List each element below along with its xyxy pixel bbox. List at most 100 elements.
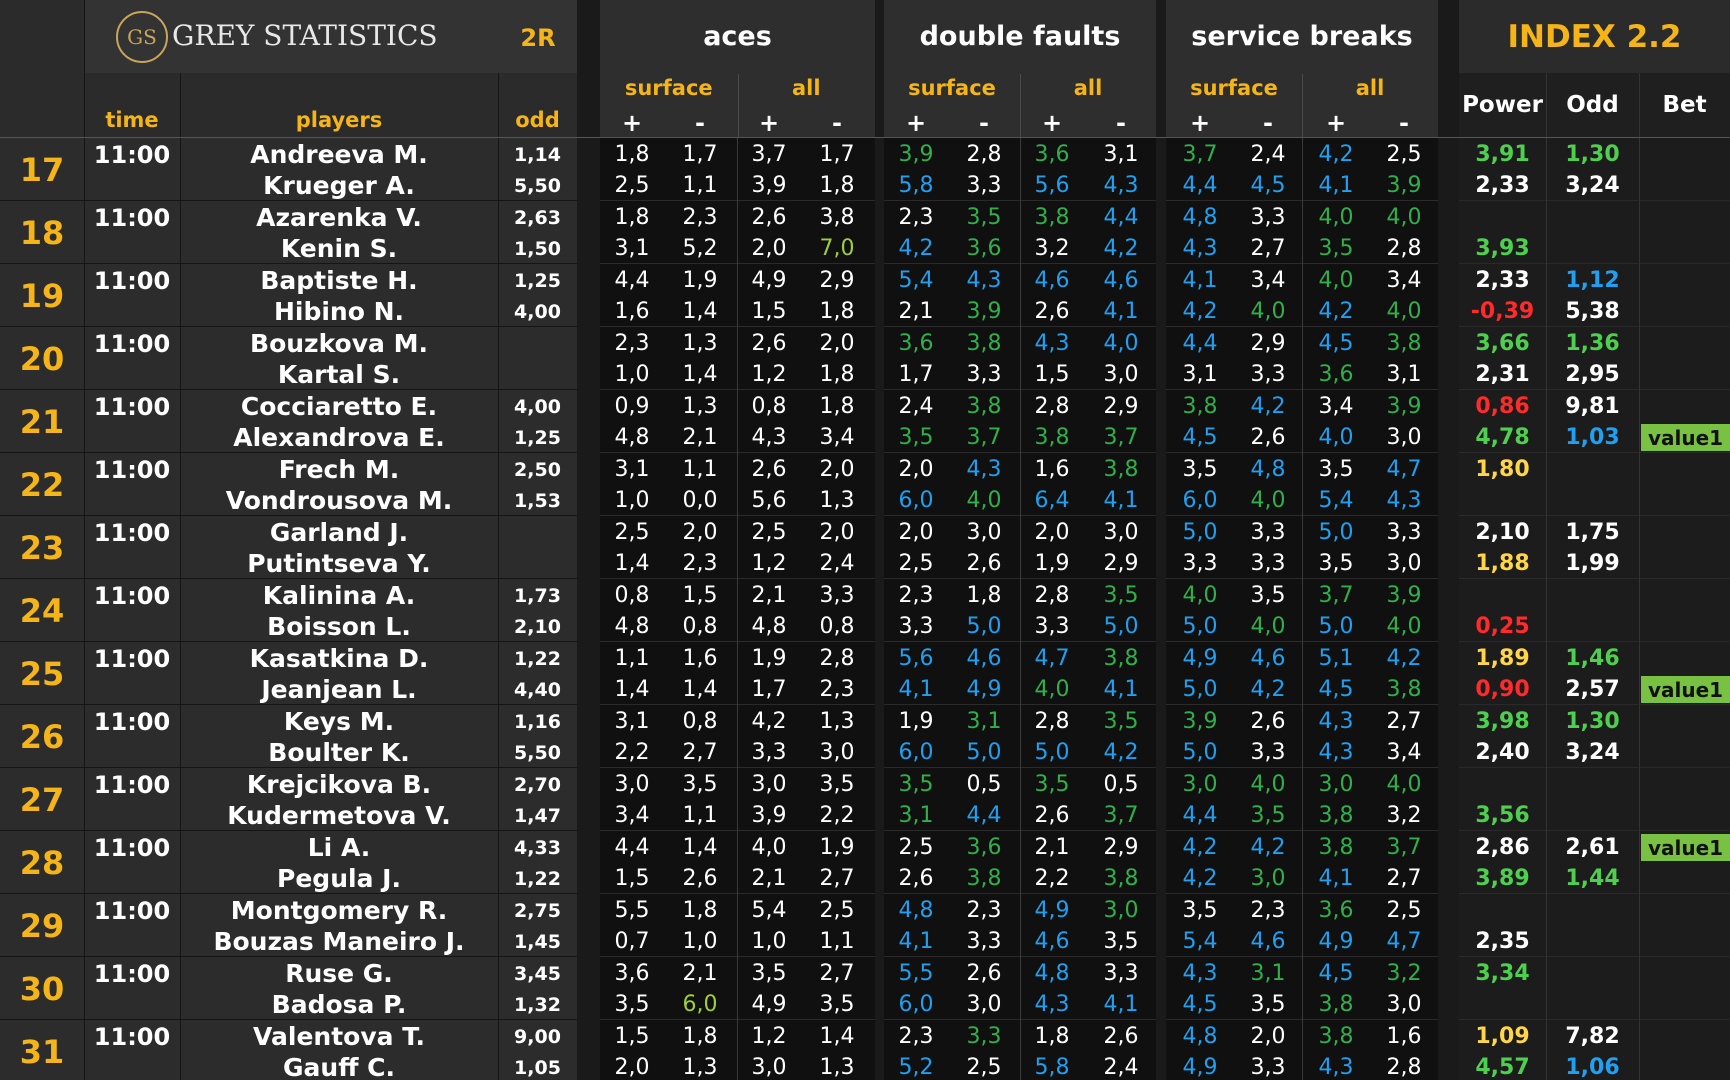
stat-value: 1,8 [682,898,718,923]
stat-value: 3,7 [1103,803,1139,828]
match-num-cell [0,264,84,327]
bet-badge: value1 [1641,424,1730,451]
power-value: 3,89 [1475,866,1530,891]
stat-value: 5,2 [898,1055,934,1080]
stat-value: 1,7 [819,142,855,167]
stat-value: 2,7 [1386,709,1422,734]
stat-value: 3,0 [966,992,1002,1017]
player-name: Keys M. [283,707,395,736]
stat-value: 2,0 [1034,520,1070,545]
stat-value: 2,6 [1103,1024,1139,1049]
stat-value: 4,3 [1034,992,1070,1017]
minus-col-header: - [1399,109,1409,137]
stat-value: 5,0 [966,740,1002,765]
stat-value: 2,6 [751,331,787,356]
power-value: 2,33 [1475,268,1530,293]
stat-value: 3,1 [1386,362,1422,387]
match-number: 18 [19,213,65,252]
stat-value: 3,9 [898,142,934,167]
stat-value: 4,2 [898,236,934,261]
stat-value: 2,0 [819,520,855,545]
stat-value: 4,5 [1182,992,1218,1017]
stat-value: 7,0 [819,236,855,261]
col-divider [180,768,181,831]
stat-value: 4,0 [1103,331,1139,356]
stat-value: 3,6 [614,961,650,986]
player-odd [498,548,577,579]
power-col-header: Power [1462,92,1543,118]
stat-value: 3,0 [819,740,855,765]
stat-value: 2,2 [614,740,650,765]
col-divider [737,642,738,705]
match-num-cell [0,768,84,831]
minus-col-header: - [1116,109,1126,137]
stat-value: 3,3 [1250,551,1286,576]
stat-value: 5,6 [898,646,934,671]
power-value: 1,88 [1475,551,1530,576]
stat-value: 2,1 [751,583,787,608]
index-cell [1459,768,1730,831]
player-odd: 1,32 [514,993,561,1016]
stat-value: 5,0 [1103,614,1139,639]
stat-value: 4,1 [1182,268,1218,293]
player-odd: 1,14 [514,143,561,166]
stat-value: 3,1 [614,709,650,734]
stat-value: 2,4 [898,394,934,419]
stat-value: 1,5 [614,866,650,891]
index-odd-value: 2,61 [1565,835,1620,860]
all-subheader: all [1073,76,1103,100]
col-divider [180,327,181,390]
index-odd-value: 1,30 [1565,709,1620,734]
stat-value: 1,4 [682,299,718,324]
subheader-divider [1302,74,1303,138]
stat-value: 1,4 [682,677,718,702]
stat-value: 2,5 [819,898,855,923]
col-divider [498,831,499,894]
match-info-cell [84,264,577,327]
player-name: Alexandrova E. [233,423,445,452]
col-divider [180,642,181,705]
col-divider [1639,516,1640,579]
header-divider [1546,73,1547,138]
stat-value: 4,6 [1250,929,1286,954]
match-number: 28 [19,843,65,882]
header-divider [180,73,181,138]
col-divider [1639,642,1640,705]
stat-value: 3,3 [1182,551,1218,576]
stat-value: 3,5 [682,772,718,797]
match-num-cell [0,138,84,201]
stat-value: 4,1 [1103,299,1139,324]
col-divider [1302,264,1303,327]
col-divider [180,579,181,642]
stat-value: 2,0 [898,520,934,545]
stat-value: 3,4 [1250,268,1286,293]
player-odd: 1,47 [514,804,561,827]
stat-value: 2,6 [966,961,1002,986]
stat-value: 2,3 [966,898,1002,923]
stat-value: 4,0 [1250,299,1286,324]
stat-value: 1,0 [751,929,787,954]
stat-value: 1,2 [751,362,787,387]
stat-value: 3,3 [966,1024,1002,1049]
stat-value: 3,3 [1250,520,1286,545]
index-odd-value: 1,12 [1565,268,1620,293]
match-number: 20 [19,339,65,378]
stat-value: 1,8 [819,173,855,198]
stat-value: 0,0 [682,488,718,513]
stat-value: 3,3 [819,583,855,608]
stat-value: 3,8 [1318,803,1354,828]
col-divider [1639,138,1640,201]
stat-value: 1,8 [819,362,855,387]
index-odd-value: 3,24 [1565,740,1620,765]
match-info-cell [84,138,577,201]
stat-value: 2,0 [1250,1024,1286,1049]
stat-value: 2,3 [898,205,934,230]
stat-value: 3,8 [1034,205,1070,230]
stat-value: 1,9 [1034,551,1070,576]
stat-value: 5,6 [751,488,787,513]
stat-value: 4,2 [1103,740,1139,765]
col-divider [1546,453,1547,516]
stat-value: 3,4 [819,425,855,450]
stat-value: 3,0 [1103,362,1139,387]
